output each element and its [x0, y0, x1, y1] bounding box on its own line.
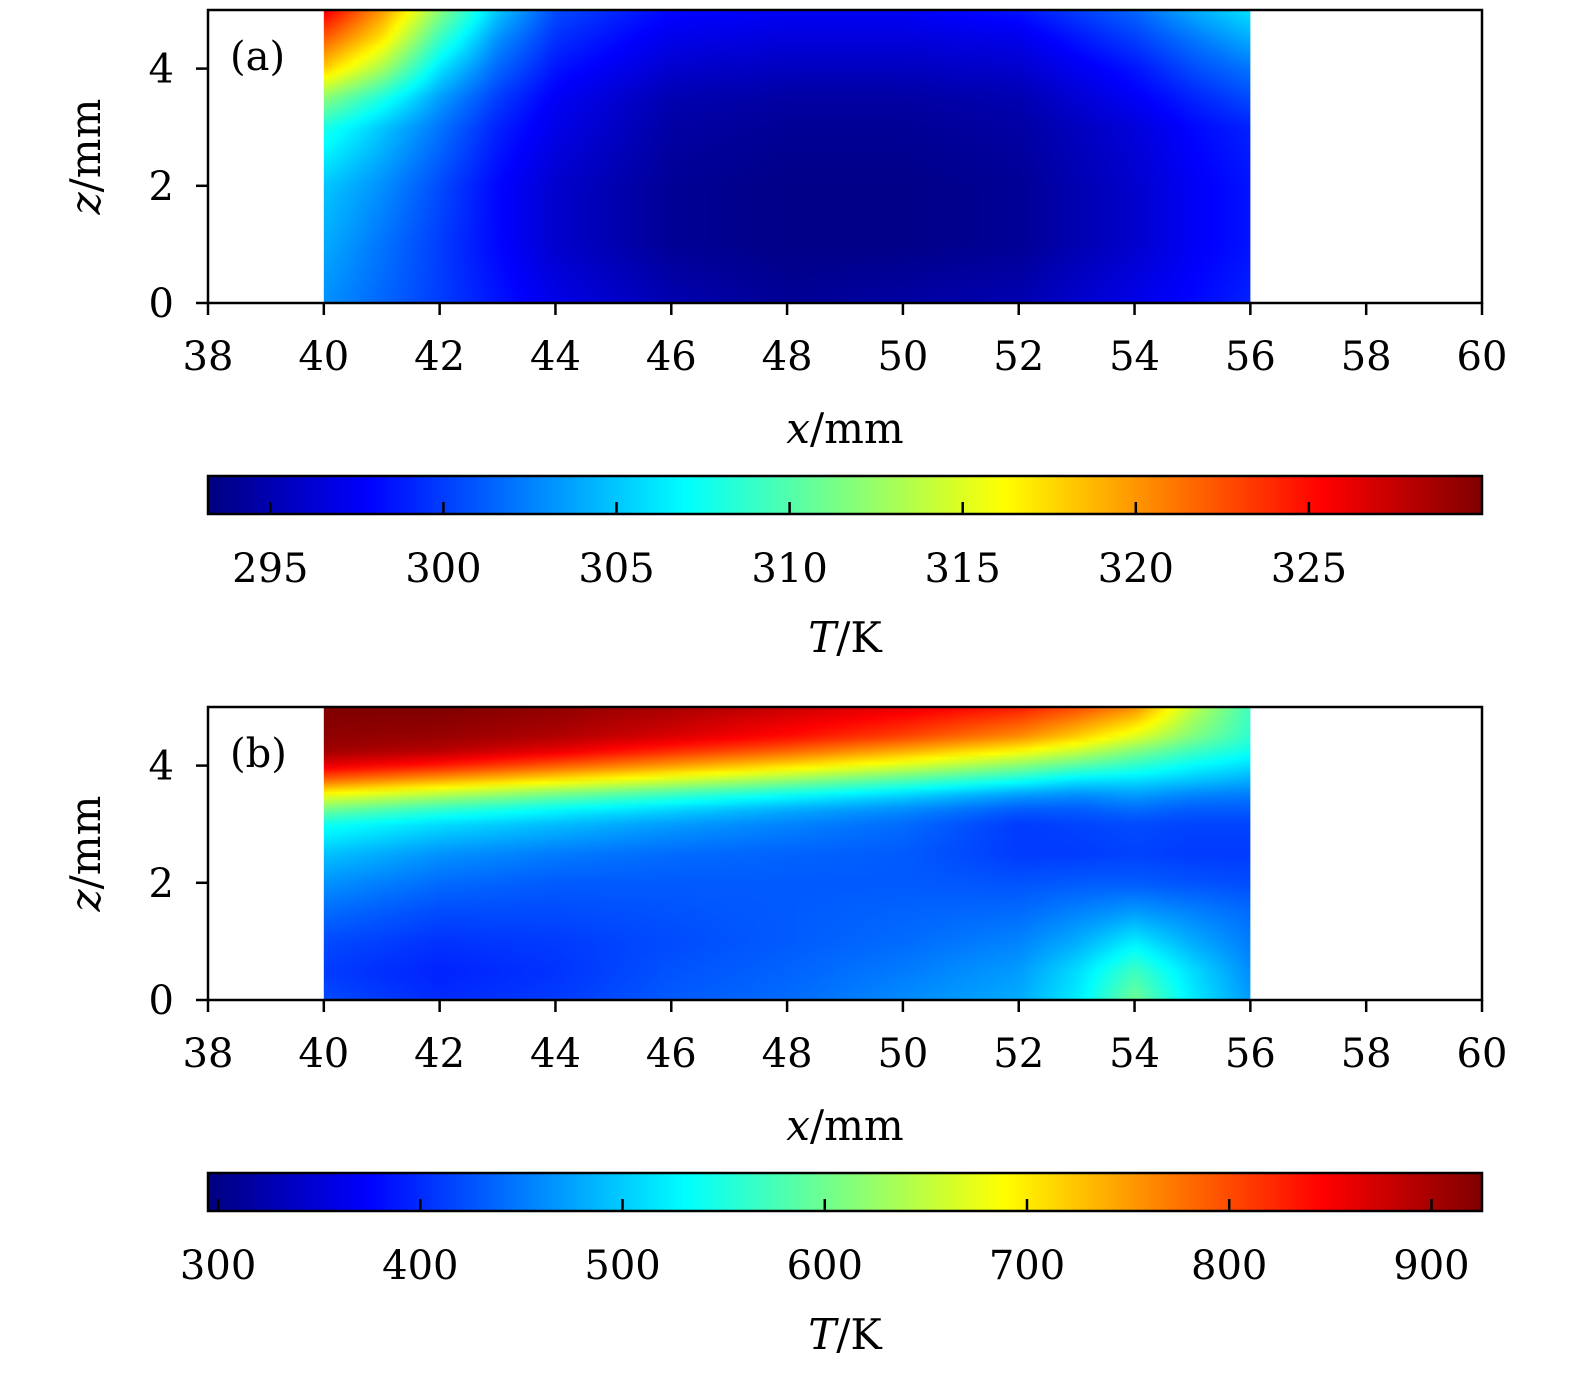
colorbar-frame [206, 474, 1484, 516]
colorbar-tick-label: 300 [405, 546, 481, 592]
x-tick-label: 52 [993, 1031, 1044, 1077]
panel-label: (a) [230, 34, 285, 80]
x-tick-label: 40 [298, 334, 349, 380]
y-tick-label: 2 [149, 164, 174, 210]
colorbar-gradient [208, 1173, 1482, 1211]
y-tick-label: 0 [149, 281, 174, 327]
colorbar-tick-label: 900 [1393, 1243, 1469, 1289]
plot-frame [206, 705, 1484, 1002]
x-tick-label: 44 [530, 334, 581, 380]
x-tick-label: 54 [1109, 1031, 1160, 1077]
colorbar-tick-label: 315 [925, 546, 1001, 592]
colorbar-tick-label: 500 [584, 1243, 660, 1289]
x-tick-label: 58 [1341, 1031, 1392, 1077]
colorbar-tick-label: 310 [751, 546, 827, 592]
x-tick-label: 50 [877, 1031, 928, 1077]
x-tick-label: 60 [1457, 334, 1508, 380]
colorbar-label: T/K [808, 613, 883, 662]
y-tick-label: 4 [149, 47, 174, 93]
x-tick-label: 38 [183, 334, 234, 380]
colorbar-tick-label: 320 [1098, 546, 1174, 592]
x-tick-label: 60 [1457, 1031, 1508, 1077]
colorbar-tick-label: 400 [382, 1243, 458, 1289]
colorbar-tick-label: 800 [1191, 1243, 1267, 1289]
x-tick-label: 46 [646, 334, 697, 380]
x-tick-label: 58 [1341, 334, 1392, 380]
x-axis-label: x/mm [786, 404, 904, 453]
plot-frame [206, 8, 1484, 305]
y-axis-label: z/mm [61, 99, 110, 216]
x-tick-label: 54 [1109, 334, 1160, 380]
x-tick-label: 44 [530, 1031, 581, 1077]
x-tick-label: 48 [762, 1031, 813, 1077]
colorbar-frame [206, 1171, 1484, 1213]
x-tick-label: 52 [993, 334, 1044, 380]
colorbar-tick-label: 600 [787, 1243, 863, 1289]
colorbar-tick-label: 700 [989, 1243, 1065, 1289]
x-tick-label: 56 [1225, 1031, 1276, 1077]
x-tick-label: 50 [877, 334, 928, 380]
colorbar-tick-label: 305 [578, 546, 654, 592]
temperature-field [323, 10, 1251, 303]
colorbar-tick-label: 325 [1271, 546, 1347, 592]
temperature-field [323, 707, 1251, 1000]
x-tick-label: 56 [1225, 334, 1276, 380]
y-axis-label: z/mm [61, 796, 110, 913]
colorbar-gradient [208, 476, 1482, 514]
panel-label: (b) [230, 731, 287, 777]
x-axis-label: x/mm [786, 1101, 904, 1150]
colorbar-tick-label: 295 [232, 546, 308, 592]
y-tick-label: 4 [149, 744, 174, 790]
x-tick-label: 48 [762, 334, 813, 380]
panel-a: 38 40 42 44 46 48 50 52 54 56 58 60 0 2 4 (a) x/mm z/mm 29… [61, 8, 1508, 662]
colorbar-label: T/K [808, 1310, 883, 1359]
y-tick-label: 2 [149, 861, 174, 907]
x-tick-label: 46 [646, 1031, 697, 1077]
x-tick-label: 40 [298, 1031, 349, 1077]
x-tick-label: 42 [414, 1031, 465, 1077]
y-tick-label: 0 [149, 978, 174, 1024]
x-tick-label: 42 [414, 334, 465, 380]
x-tick-label: 38 [183, 1031, 234, 1077]
colorbar-tick-label: 300 [180, 1243, 256, 1289]
